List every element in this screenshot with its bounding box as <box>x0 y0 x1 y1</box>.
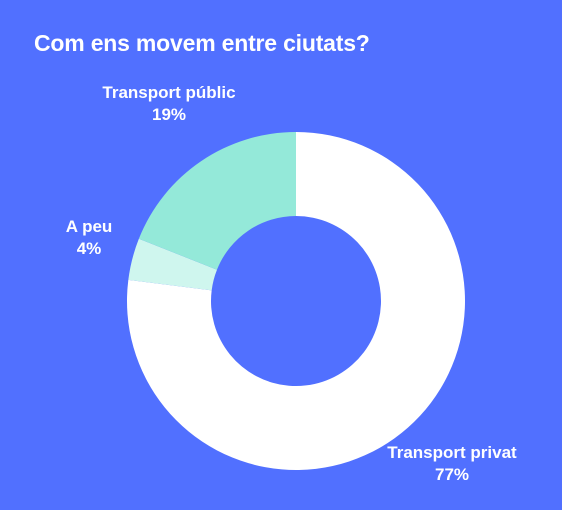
slice-name: Transport públic <box>102 83 236 102</box>
slice-label-transport-privat: Transport privat 77% <box>378 442 526 486</box>
slice-label-a-peu: A peu 4% <box>60 216 118 260</box>
slice-value: 77% <box>434 465 470 484</box>
slice-value: 19% <box>151 105 187 124</box>
donut-slice-transport-p-blic <box>138 132 296 270</box>
donut-slice-transport-privat <box>127 132 466 471</box>
donut-slice-a-peu <box>128 238 217 291</box>
slice-name: Transport privat <box>387 443 517 462</box>
slice-name: A peu <box>65 217 113 236</box>
chart-title: Com ens movem entre ciutats? <box>34 30 370 56</box>
slice-value: 4% <box>76 239 102 258</box>
slice-label-transport-public: Transport públic 19% <box>92 82 246 126</box>
